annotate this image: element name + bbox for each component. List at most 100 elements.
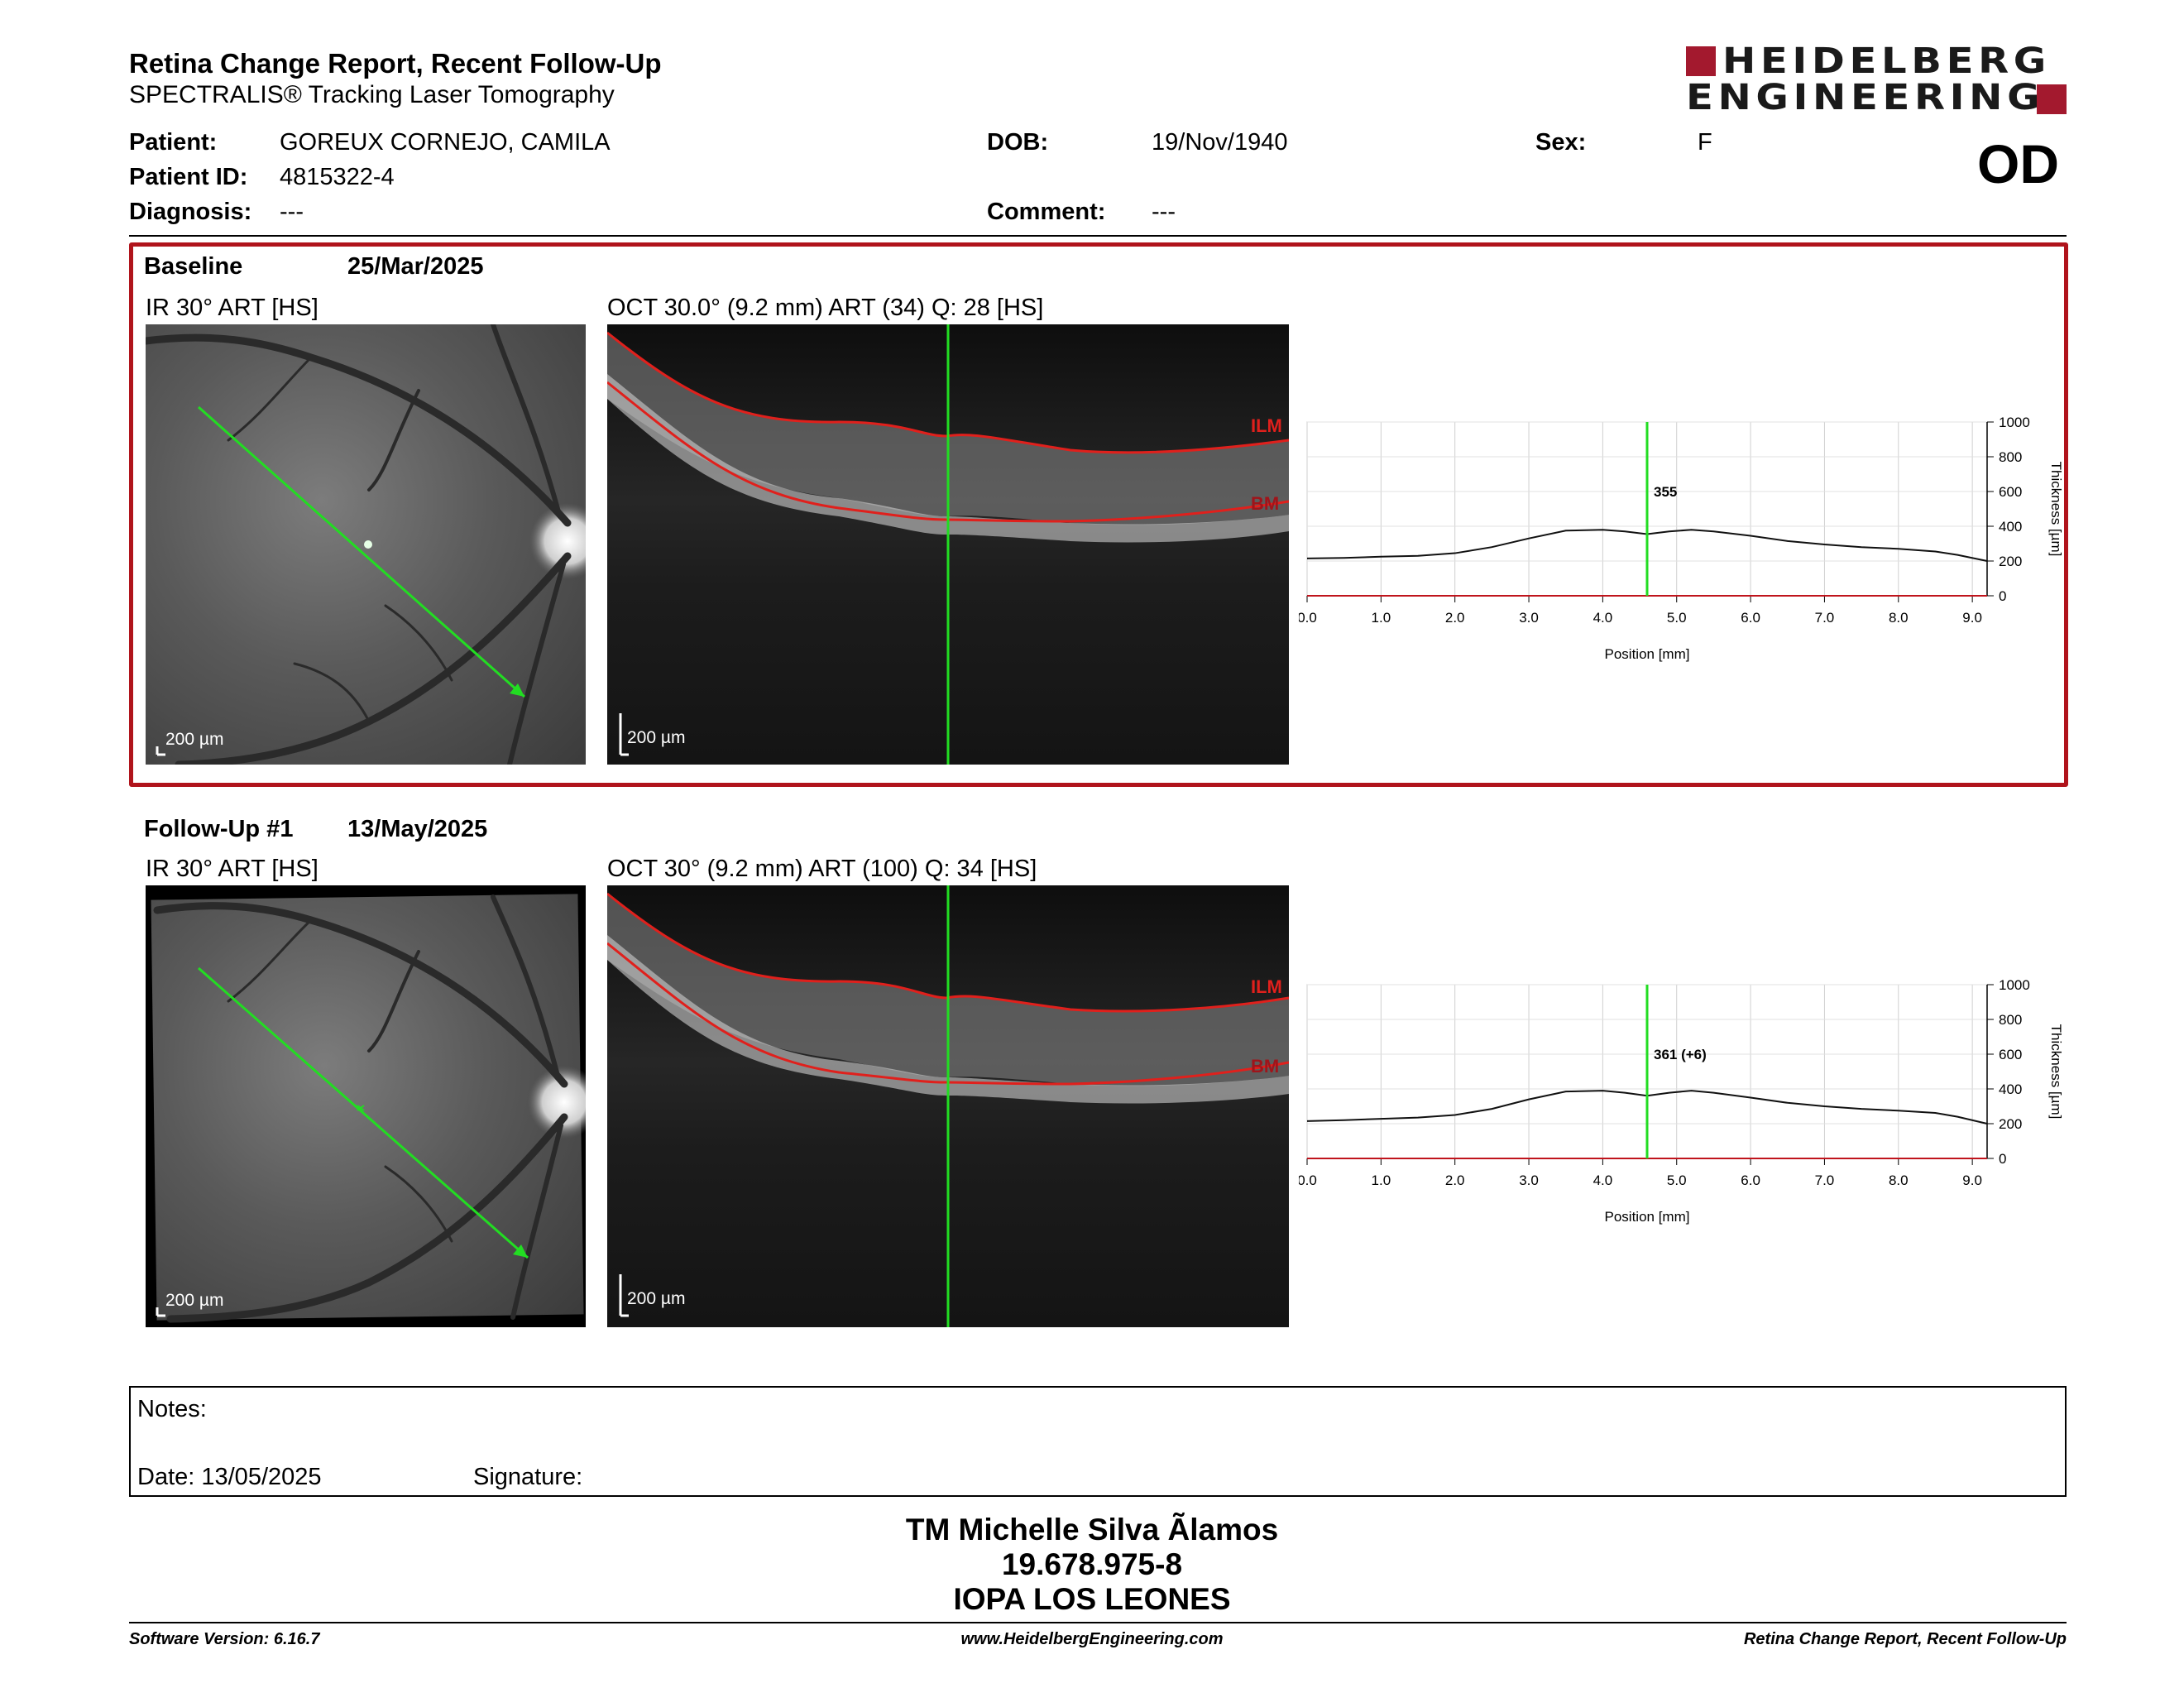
baseline-ir-scale: 200 µm xyxy=(165,730,224,749)
logo-square-bottom xyxy=(2037,84,2067,114)
followup-label: Follow-Up #1 xyxy=(144,816,294,842)
dob-label: DOB: xyxy=(987,129,1049,156)
eye-label: OD xyxy=(1977,133,2059,194)
sex-label: Sex: xyxy=(1535,129,1587,156)
diagnosis-value: --- xyxy=(280,199,304,225)
oct-scale-bar xyxy=(619,713,629,756)
x-tick-label: 3.0 xyxy=(1519,610,1539,626)
ilm-segmentation xyxy=(607,892,1289,1013)
baseline-oct-label: OCT 30.0° (9.2 mm) ART (34) Q: 28 [HS] xyxy=(607,295,1044,321)
scan-line xyxy=(198,966,529,1259)
y-tick-label: 200 xyxy=(1999,554,2022,569)
y-tick-label: 400 xyxy=(1999,1081,2022,1097)
footer-software-version: Software Version: 6.16.7 xyxy=(129,1630,320,1648)
x-tick-label: 2.0 xyxy=(1445,1172,1465,1188)
x-tick-label: 7.0 xyxy=(1815,610,1835,626)
y-tick-label: 400 xyxy=(1999,519,2022,535)
notes-signature-label: Signature: xyxy=(473,1464,583,1490)
followup-oct-label: OCT 30° (9.2 mm) ART (100) Q: 34 [HS] xyxy=(607,856,1037,882)
baseline-oct-drawing xyxy=(607,324,1289,765)
x-axis-title: Position [mm] xyxy=(1605,1209,1690,1225)
scan-arrowhead xyxy=(513,1244,528,1258)
cursor-value-label: 361 (+6) xyxy=(1654,1047,1707,1062)
sex-value: F xyxy=(1698,129,1712,156)
baseline-date: 25/Mar/2025 xyxy=(347,253,484,280)
y-tick-label: 800 xyxy=(1999,449,2022,465)
thickness-series-line xyxy=(1306,529,1988,562)
dob-value: 19/Nov/1940 xyxy=(1152,129,1288,156)
notes-date: Date: 13/05/2025 xyxy=(137,1464,322,1490)
oct-scale-bar xyxy=(619,1274,629,1317)
baseline-highlight-frame xyxy=(129,242,2068,787)
comment-value: --- xyxy=(1152,199,1176,225)
footer-divider xyxy=(129,1622,2067,1623)
signer-id: 19.678.975-8 xyxy=(1001,1547,1183,1581)
x-tick-label: 8.0 xyxy=(1889,1172,1909,1188)
x-tick-label: 2.0 xyxy=(1445,610,1465,626)
x-tick-label: 5.0 xyxy=(1667,610,1687,626)
x-tick-label: 3.0 xyxy=(1519,1172,1539,1188)
y-tick-label: 0 xyxy=(1999,588,2006,604)
baseline-ilm-label: ILM xyxy=(1251,415,1282,436)
baseline-ir-label: IR 30° ART [HS] xyxy=(146,295,318,321)
followup-ir-label: IR 30° ART [HS] xyxy=(146,856,318,882)
x-tick-label: 0.0 xyxy=(1299,610,1317,626)
baseline-thickness-chart: 0.0 1.0 2.0 3.0 4.0 5.0 6.0 7.0 8.0 9.0 0 200 400 600… xyxy=(1299,415,2064,662)
fovea-marker xyxy=(357,1105,365,1111)
x-axis-title: Position [mm] xyxy=(1605,646,1690,662)
x-tick-label: 7.0 xyxy=(1815,1172,1835,1188)
baseline-oct-bscan-image: ILM BM 200 µm xyxy=(607,324,1289,765)
y-tick-label: 800 xyxy=(1999,1012,2022,1028)
patient-name: GOREUX CORNEJO, CAMILA xyxy=(280,129,611,156)
bm-segmentation xyxy=(607,942,1289,1086)
logo-square-top xyxy=(1686,46,1716,76)
followup-bm-label: BM xyxy=(1251,1056,1280,1077)
cursor-value-label: 355 xyxy=(1654,484,1677,500)
bm-segmentation xyxy=(607,381,1289,523)
scale-bar xyxy=(156,1307,165,1317)
scan-line xyxy=(198,405,525,698)
logo-line-1: HEIDELBERG xyxy=(1722,41,2051,82)
rpe-band xyxy=(607,935,1289,1104)
followup-oct-bscan-image: ILM BM 200 µm xyxy=(607,885,1289,1327)
diagnosis-label: Diagnosis: xyxy=(129,199,252,225)
report-title: Retina Change Report, Recent Follow-Up xyxy=(129,48,662,79)
optic-disc xyxy=(528,1066,586,1139)
ilm-segmentation xyxy=(607,331,1289,454)
x-tick-label: 9.0 xyxy=(1962,610,1982,626)
x-tick-label: 9.0 xyxy=(1962,1172,1982,1188)
patient-id: 4815322-4 xyxy=(280,164,395,190)
followup-ir-fundus-image: 200 µm xyxy=(146,885,586,1327)
signer-institution: IOPA LOS LEONES xyxy=(953,1582,1231,1616)
x-tick-label: 1.0 xyxy=(1372,610,1391,626)
y-tick-label: 200 xyxy=(1999,1116,2022,1132)
y-axis-title: Thickness [µm] xyxy=(2048,1024,2064,1120)
retina-layers xyxy=(607,333,1289,525)
scan-arrowhead xyxy=(510,683,524,697)
x-tick-label: 8.0 xyxy=(1889,610,1909,626)
y-tick-label: 1000 xyxy=(1999,415,2030,430)
x-tick-label: 6.0 xyxy=(1741,1172,1760,1188)
y-tick-label: 0 xyxy=(1999,1151,2006,1167)
followup-oct-scale: 200 µm xyxy=(627,1289,686,1308)
fovea-marker xyxy=(364,540,372,549)
optic-disc xyxy=(529,503,586,579)
baseline-label: Baseline xyxy=(144,253,243,280)
x-tick-label: 5.0 xyxy=(1667,1172,1687,1188)
header-divider xyxy=(129,235,2067,237)
retinal-vessels xyxy=(153,894,568,1323)
baseline-oct-scale: 200 µm xyxy=(627,728,686,747)
followup-date: 13/May/2025 xyxy=(347,816,488,842)
followup-thickness-chart: 0.0 1.0 2.0 3.0 4.0 5.0 6.0 7.0 8.0 9.0 0 200 400 600… xyxy=(1299,977,2064,1225)
heidelberg-logo: HEIDELBERG ENGINEERING xyxy=(1686,41,2067,116)
baseline-ir-drawing xyxy=(146,324,586,765)
retina-layers xyxy=(607,894,1289,1086)
y-axis-title: Thickness [µm] xyxy=(2048,462,2064,557)
comment-label: Comment: xyxy=(987,199,1106,225)
patient-name-label: Patient: xyxy=(129,129,218,156)
report-subtitle: SPECTRALIS® Tracking Laser Tomography xyxy=(129,81,615,108)
followup-oct-drawing xyxy=(607,885,1289,1327)
retinal-vessels xyxy=(146,324,572,765)
x-tick-label: 4.0 xyxy=(1593,610,1613,626)
notes-label: Notes: xyxy=(137,1396,207,1422)
